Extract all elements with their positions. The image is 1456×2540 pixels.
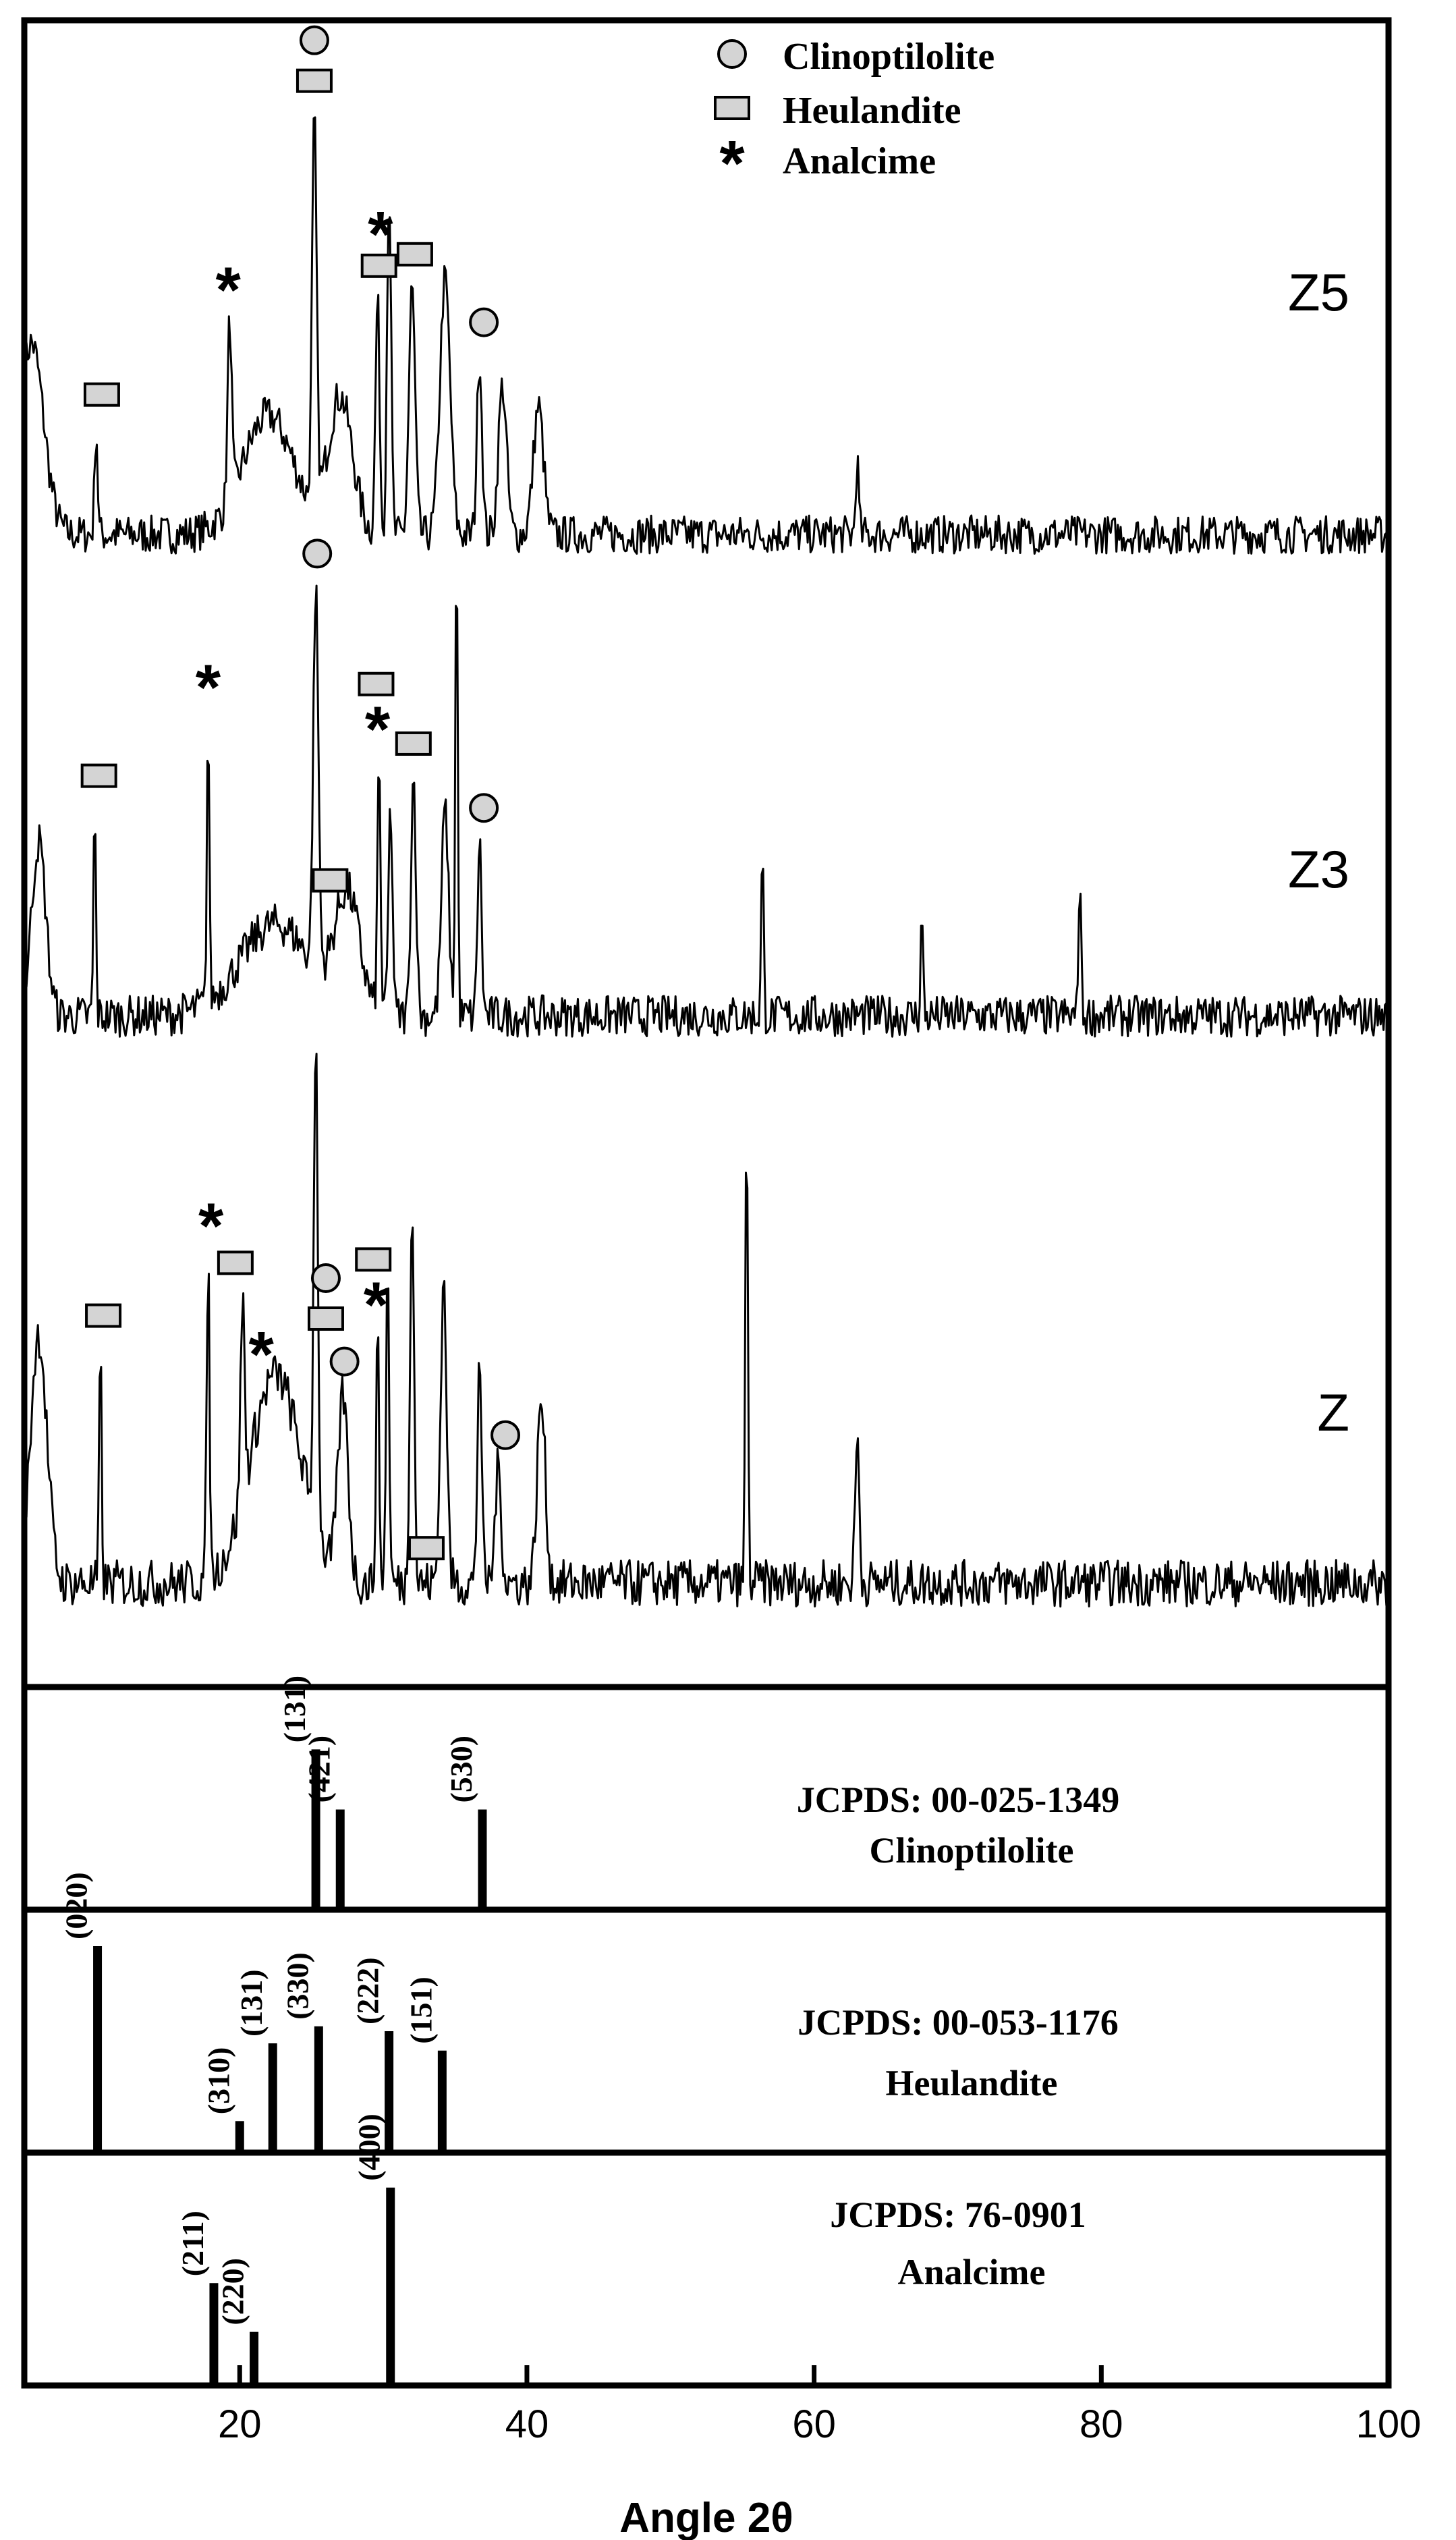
x-tick-label: 80 [1080, 2402, 1123, 2446]
phase-markers: ******* [80, 25, 521, 1561]
ref-panel-clinoptilolite [21, 1684, 1392, 1913]
hkl-label: (222) [351, 1957, 385, 2024]
marker-star-z-7: * [364, 1269, 389, 1341]
marker-star-z-3: * [249, 1319, 275, 1391]
pattern-label-z: Z [1317, 1383, 1349, 1442]
marker-circle-z3-7 [469, 793, 499, 823]
marker-star-z-1: * [198, 1190, 224, 1263]
reference-title: JCPDS: 76-0901 [830, 2194, 1086, 2235]
pattern-traces [24, 116, 1389, 1608]
reference-mineral: Clinoptilolite [869, 1830, 1073, 1871]
marker-circle-z5-3 [299, 25, 329, 55]
x-tick-label: 100 [1356, 2402, 1422, 2446]
ref-panel-heulandite [21, 1906, 1392, 2156]
pattern-line-z [24, 1053, 1389, 1608]
reference-title: JCPDS: 00-053-1176 [797, 2002, 1118, 2043]
hkl-label: (151) [403, 1977, 438, 2044]
legend: Clinoptilolite Heulandite * Analcime [714, 36, 995, 200]
hkl-label: (421) [302, 1736, 336, 1803]
marker-square-z-8 [355, 1247, 392, 1272]
reference-heulandite: JCPDS: 00-053-1176 Heulandite (020) (310) (1… [59, 1872, 1119, 2153]
legend-star-icon: * [719, 128, 745, 200]
hkl-label: (220) [216, 2258, 250, 2325]
hkl-label: (330) [280, 1952, 314, 2020]
hkl-label: (131) [277, 1676, 312, 1743]
legend-label: Clinoptilolite [783, 36, 995, 78]
legend-entry-analcime: * Analcime [719, 128, 936, 200]
marker-square-z3-6 [395, 731, 432, 756]
pattern-labels: Z5 Z3 Z [1288, 263, 1349, 1442]
reference-mineral: Analcime [898, 2252, 1046, 2292]
marker-circle-z5-7 [469, 307, 499, 337]
marker-square-z-9 [408, 1536, 445, 1561]
marker-circle-z-10 [491, 1420, 521, 1450]
marker-square-z5-6 [396, 242, 433, 267]
hkl-label: (400) [352, 2114, 387, 2181]
pattern-label-z3: Z3 [1288, 839, 1349, 899]
x-axis-label: Angle 2θ [619, 2495, 793, 2540]
marker-circle-z-6 [329, 1346, 360, 1377]
marker-star-z5-1: * [216, 254, 242, 327]
marker-circle-z-5 [310, 1263, 341, 1294]
pattern-label-z5: Z5 [1288, 263, 1349, 322]
marker-square-z5-2 [296, 68, 333, 93]
hkl-label: (310) [201, 2047, 235, 2115]
x-tick-label: 60 [792, 2402, 836, 2446]
plot-frame [21, 17, 1392, 2389]
legend-label: Analcime [783, 140, 936, 182]
x-axis: 20 40 60 80 100 [218, 2365, 1421, 2446]
reference-analcime: JCPDS: 76-0901 Analcime (211)(220) (400) [175, 2114, 1086, 2385]
marker-square-z-0 [85, 1303, 122, 1328]
marker-star-z3-1: * [196, 652, 221, 724]
hkl-label: (530) [444, 1736, 478, 1803]
marker-square-z-4 [307, 1306, 344, 1331]
legend-label: Heulandite [783, 90, 961, 132]
marker-square-z5-0 [83, 382, 120, 407]
marker-square-z3-0 [80, 763, 117, 788]
pattern-line-z3 [24, 584, 1389, 1038]
reference-title: JCPDS: 00-025-1349 [797, 1779, 1119, 1820]
ref-panel-analcime [21, 2149, 1392, 2389]
marker-square-z3-5 [358, 671, 395, 696]
marker-star-z3-4: * [365, 694, 391, 766]
marker-square-z5-5 [360, 253, 397, 278]
pattern-line-z5 [24, 116, 1389, 555]
legend-entry-clinoptilolite: Clinoptilolite [717, 36, 995, 78]
legend-entry-heulandite: Heulandite [714, 90, 961, 132]
hkl-label: (211) [175, 2211, 210, 2276]
reference-clinoptilolite: JCPDS: 00-025-1349 Clinoptilolite (131)(42… [277, 1676, 1119, 1910]
x-tick-label: 40 [505, 2402, 549, 2446]
legend-circle-icon [717, 39, 747, 69]
x-tick-label: 20 [218, 2402, 262, 2446]
marker-circle-z3-3 [302, 539, 333, 569]
reference-patterns: JCPDS: 00-025-1349Clinoptilolite(131)(42… [59, 1676, 1119, 2385]
marker-square-z3-2 [312, 868, 349, 893]
legend-square-icon [714, 96, 750, 120]
hkl-label: (131) [234, 1969, 269, 2037]
marker-square-z-2 [217, 1250, 254, 1275]
reference-mineral: Heulandite [885, 2063, 1057, 2103]
hkl-label: (020) [59, 1872, 94, 1939]
